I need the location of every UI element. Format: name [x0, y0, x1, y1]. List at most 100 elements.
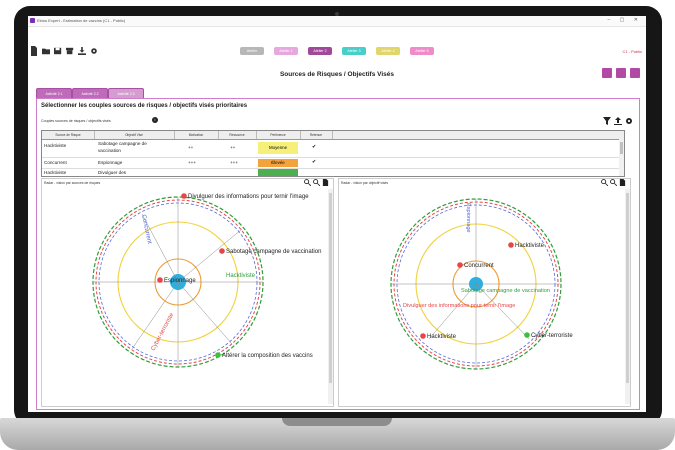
- col-retenue[interactable]: Retenue: [300, 131, 333, 139]
- info-icon[interactable]: i: [152, 117, 158, 123]
- document-icon[interactable]: [619, 179, 626, 186]
- level-pill-3[interactable]: Atelier 3: [342, 47, 366, 55]
- radar-point-label: Concurrent: [464, 263, 494, 269]
- cell-objectif: Espionnage: [98, 160, 123, 165]
- radar-point[interactable]: [181, 193, 187, 199]
- new-file-icon[interactable]: [30, 46, 38, 56]
- window-controls[interactable]: – ▢ ✕: [607, 17, 642, 23]
- radar-point-label: Divulguer des informations pour ternir l…: [188, 194, 309, 200]
- radar-point-label: Espionnage: [164, 278, 196, 284]
- level-pill-1[interactable]: Atelier 1: [274, 47, 298, 55]
- retenue-checkbox[interactable]: ✔: [312, 159, 317, 165]
- table-row[interactable]: Hacktiviste Divulguer des: [42, 169, 624, 176]
- col-source[interactable]: Source de Risque: [42, 131, 95, 139]
- radar-axis-label: Cyber-terroriste: [150, 312, 175, 352]
- zoom-out-icon[interactable]: [313, 179, 320, 186]
- cell-objectif-cont: vaccination: [98, 148, 121, 153]
- title-bar: Ebios Expert - Estimation de vaccins (C1…: [28, 16, 646, 27]
- archive-icon[interactable]: [66, 46, 74, 56]
- export-icon[interactable]: [616, 68, 626, 78]
- radar-sources-panel: Radar - vision par sources de risques: [41, 178, 334, 407]
- pertinence-badge[interactable]: Moyenne: [258, 142, 298, 154]
- scroll-thumb[interactable]: [329, 193, 332, 383]
- radar-objectifs-panel: Radar - vision par objectif visés: [338, 178, 631, 407]
- retenue-checkbox[interactable]: ✔: [312, 144, 317, 150]
- level-pill-4[interactable]: Atelier 4: [376, 47, 400, 55]
- scroll-thumb[interactable]: [626, 193, 629, 383]
- zoom-in-icon[interactable]: [601, 179, 608, 186]
- radar-point-label: Hacktiviste: [427, 334, 457, 340]
- cell-ressource: ++: [230, 145, 236, 150]
- zoom-in-icon[interactable]: [304, 179, 311, 186]
- radar-point-label: Altérer la composition des vaccins: [222, 353, 313, 359]
- activity-panel: Sélectionner les couples sources de risq…: [36, 98, 640, 410]
- tab-activite-2-2[interactable]: Activité 2.2: [72, 88, 108, 99]
- download-icon[interactable]: [78, 46, 86, 56]
- radar-axis-label: Espionnage: [465, 203, 471, 233]
- radar-point[interactable]: [157, 277, 163, 283]
- radar-axis-label: Divulguer des informations pour ternir l…: [403, 303, 515, 309]
- page-title: Sources de Risques / Objectifs Visés: [279, 71, 395, 78]
- radar-point[interactable]: [457, 262, 463, 268]
- cell-source: Hacktiviste: [44, 143, 67, 148]
- pertinence-badge[interactable]: Élevée: [258, 159, 298, 167]
- level-pill-0[interactable]: Atelier: [240, 47, 264, 55]
- table-scroll-thumb[interactable]: [620, 142, 623, 154]
- radar-sources-chart: Divulguer des informations pour ternir l…: [92, 193, 321, 368]
- radar-sources-scrollbar[interactable]: [328, 189, 333, 404]
- radar-point[interactable]: [508, 242, 514, 248]
- radar-point-label: Cyber-terroriste: [531, 333, 573, 339]
- app-window: Ebios Expert - Estimation de vaccins (C1…: [28, 16, 646, 412]
- save-icon[interactable]: [54, 46, 62, 56]
- radar-objectifs-scrollbar[interactable]: [625, 189, 630, 404]
- radar-objectifs-chart: Hacktiviste Concurrent Hacktiviste Cyber…: [390, 198, 573, 370]
- expand-icon[interactable]: [602, 68, 612, 78]
- cell-objectif: Divulguer des: [98, 170, 127, 175]
- couples-group-label[interactable]: Couples sources de risques / objectifs v…: [41, 119, 111, 123]
- col-ressource[interactable]: Ressource: [218, 131, 257, 139]
- radar-point[interactable]: [219, 248, 225, 254]
- settings-gear-icon[interactable]: [90, 46, 98, 56]
- cell-motivation: +++: [188, 160, 197, 165]
- gear-icon[interactable]: [625, 117, 633, 125]
- tab-activite-2-1[interactable]: Activité 2.1: [36, 88, 72, 99]
- table-header: Source de Risque Objectif Visé Motivatio…: [42, 131, 624, 140]
- tab-activite-2-3[interactable]: Activité 2.3: [108, 88, 144, 99]
- radar-point[interactable]: [420, 333, 426, 339]
- level-pill-2[interactable]: Atelier 2: [308, 47, 332, 55]
- toolbar: [28, 46, 646, 60]
- cell-source: Hacktiviste: [44, 170, 67, 175]
- couples-table: Source de Risque Objectif Visé Motivatio…: [41, 130, 625, 177]
- open-folder-icon[interactable]: [42, 46, 50, 56]
- radar-objectifs-header[interactable]: Radar - vision par objectif visés: [341, 181, 389, 185]
- pertinence-badge[interactable]: [258, 169, 298, 176]
- laptop-notch: [282, 418, 392, 426]
- upload-icon[interactable]: [614, 117, 622, 125]
- table-row[interactable]: Hacktiviste Sabotage campagne de vaccina…: [42, 140, 624, 158]
- table-row[interactable]: Concurrent Espionnage +++ +++ Élevée ✔: [42, 158, 624, 169]
- zoom-out-icon[interactable]: [610, 179, 617, 186]
- section-title: Sélectionner les couples sources de risq…: [41, 103, 248, 109]
- radar-point[interactable]: [215, 352, 221, 358]
- level-pill-5[interactable]: Atelier 5: [410, 47, 434, 55]
- radar-axis-label: Hacktiviste: [226, 273, 256, 279]
- cell-motivation: ++: [188, 145, 194, 150]
- col-objectif[interactable]: Objectif Visé: [94, 131, 175, 139]
- document-icon[interactable]: [322, 179, 329, 186]
- window-title: Ebios Expert - Estimation de vaccins (C1…: [37, 18, 126, 23]
- radar-sources-header[interactable]: Radar - vision par sources de risques: [44, 181, 101, 185]
- radar-axis-label: Sabotage campagne de vaccination: [461, 288, 550, 294]
- radar-point-label: Sabotage campagne de vaccination: [226, 249, 321, 255]
- radar-point-label: Hacktiviste: [515, 243, 545, 249]
- cell-source: Concurrent: [44, 160, 67, 165]
- filter-icon[interactable]: [603, 117, 611, 125]
- col-motivation[interactable]: Motivation: [174, 131, 219, 139]
- table-scrollbar[interactable]: [619, 139, 624, 176]
- radar-point[interactable]: [524, 332, 530, 338]
- classification-label: C1 - Public: [622, 49, 642, 54]
- cell-objectif: Sabotage campagne de: [98, 141, 147, 146]
- webcam: [335, 12, 339, 16]
- col-pertinence[interactable]: Pertinence: [256, 131, 301, 139]
- settings-icon[interactable]: [630, 68, 640, 78]
